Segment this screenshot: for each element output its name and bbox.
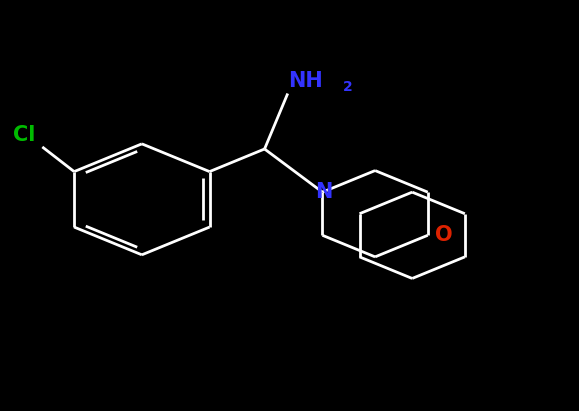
Text: N: N — [316, 182, 333, 202]
Text: 2: 2 — [343, 79, 353, 93]
Text: O: O — [435, 225, 453, 245]
Text: NH: NH — [288, 72, 323, 91]
Text: Cl: Cl — [13, 125, 35, 145]
